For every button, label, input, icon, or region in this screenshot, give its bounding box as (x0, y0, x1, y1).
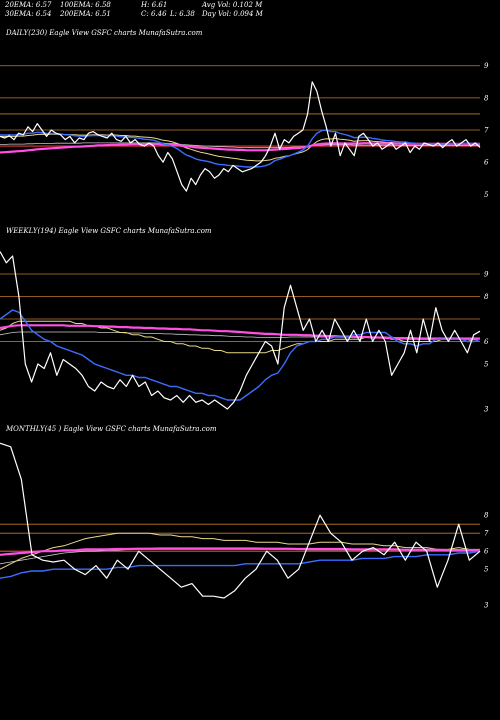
daily-ema-slow-line (0, 142, 481, 149)
monthly-ema-mid-line (0, 532, 480, 570)
weekly-y-tick-6: 6 (484, 338, 489, 346)
ema100-stat: 100EMA: 6.58 (60, 1, 111, 9)
daily-y-tick-7: 7 (484, 127, 489, 135)
daily-y-tick-8: 8 (484, 94, 489, 102)
monthly-ema-short-line (0, 550, 481, 579)
daily-ema-short-line (0, 129, 481, 168)
monthly-y-tick-7: 7 (484, 530, 489, 538)
monthly-ema-long-line (0, 547, 480, 556)
ema200-stat: 200EMA: 6.51 (60, 10, 111, 18)
monthly-price-line (0, 442, 481, 599)
weekly-price-line (0, 251, 481, 410)
daily-y-tick-5: 5 (484, 191, 489, 199)
weekly-ema-short-line (0, 309, 481, 401)
weekly-y-tick-5: 5 (484, 361, 489, 369)
weekly-y-tick-8: 8 (484, 293, 489, 301)
monthly-y-tick-5: 5 (484, 566, 489, 574)
ema30-stat: 30EMA: 6.54 (5, 10, 52, 18)
low-stat: L: 6.38 (170, 10, 195, 18)
weekly-ema-long-line (0, 324, 480, 340)
monthly-panel-title: MONTHLY(45 ) Eagle View GSFC charts Muna… (6, 425, 217, 433)
close-stat: C: 6.46 (141, 10, 167, 18)
ema20-stat: 20EMA: 6.57 (5, 1, 52, 9)
monthly-y-tick-3: 3 (484, 602, 489, 610)
high-stat: H: 6.61 (141, 1, 168, 9)
daily-ema-long-line (0, 142, 480, 154)
stats-header: 20EMA: 6.57 100EMA: 6.58 H: 6.61 Avg Vol… (0, 0, 500, 22)
daily-panel-title: DAILY(230) Eagle View GSFC charts Munafa… (6, 29, 203, 37)
day-vol-stat: Day Vol: 0.094 M (202, 10, 263, 18)
monthly-y-tick-6: 6 (484, 548, 489, 556)
monthly-y-tick-8: 8 (484, 512, 489, 520)
avg-vol-stat: Avg Vol: 0.102 M (202, 1, 263, 9)
weekly-chart: 3 5 6 8 9 (0, 251, 489, 414)
weekly-panel-title: WEEKLY(194) Eagle View GSFC charts Munaf… (6, 227, 212, 235)
daily-chart: 5 6 7 8 9 (0, 62, 489, 199)
daily-price-line (0, 81, 481, 192)
weekly-y-tick-3: 3 (484, 406, 489, 414)
daily-y-tick-9: 9 (484, 62, 489, 70)
daily-y-tick-6: 6 (484, 159, 489, 167)
weekly-y-tick-9: 9 (484, 271, 489, 279)
monthly-chart: 3 5 6 7 8 (0, 442, 489, 610)
weekly-ema-mid-line (0, 320, 480, 354)
